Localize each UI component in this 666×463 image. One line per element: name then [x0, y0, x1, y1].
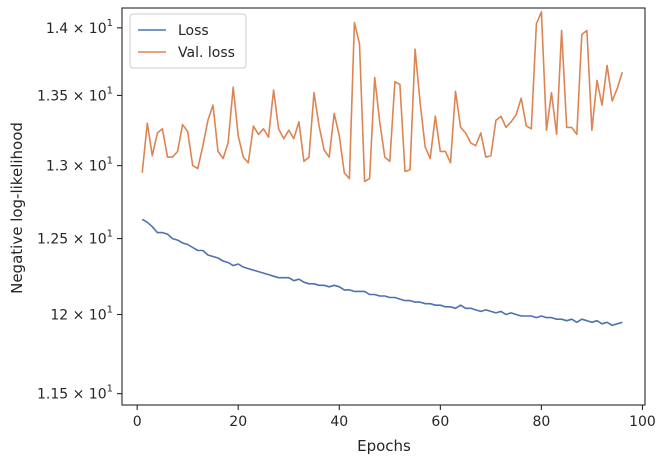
- y-axis-label: Negative log-likelihood: [8, 122, 26, 294]
- legend-label-loss: Loss: [178, 23, 209, 39]
- x-tick-label: 40: [330, 414, 348, 430]
- y-tick-label: 1.15 × 101: [37, 384, 113, 403]
- x-tick-label: 20: [229, 414, 247, 430]
- y-axis: 1.15 × 101 12 × 101 1.25 × 101 1.3 × 101 1.3…: [37, 18, 122, 403]
- x-axis: 0 20 40 60 80 100: [133, 405, 656, 430]
- series-line-val-loss: [141, 11, 624, 183]
- y-tick-label: 1.35 × 101: [37, 85, 113, 104]
- x-axis-label: Epochs: [357, 437, 411, 455]
- legend: Loss Val. loss: [129, 13, 247, 69]
- y-tick-label: 1.3 × 101: [46, 156, 113, 175]
- x-tick-label: 80: [532, 414, 550, 430]
- plot-area: [121, 7, 646, 406]
- x-tick-label: 0: [133, 414, 142, 430]
- x-tick-label: 100: [629, 414, 656, 430]
- y-tick-label: 12 × 101: [50, 304, 113, 323]
- x-tick-label: 60: [431, 414, 449, 430]
- y-tick-label: 1.4 × 101: [46, 18, 113, 37]
- series-line-loss: [141, 218, 623, 327]
- legend-box: [129, 13, 247, 69]
- legend-label-val-loss: Val. loss: [178, 45, 235, 61]
- y-tick-label: 1.25 × 101: [37, 229, 113, 248]
- plot-frame: [121, 7, 646, 406]
